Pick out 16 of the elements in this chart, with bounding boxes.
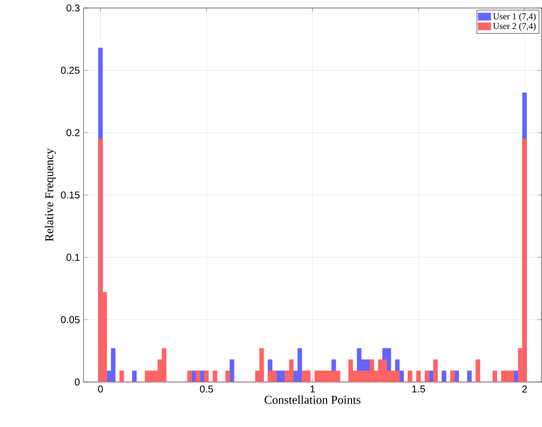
y-tick-label: 0.15 — [60, 191, 80, 199]
y-tick-label: 0 — [74, 378, 80, 386]
x-axis-title: Constellation Points — [264, 395, 360, 404]
legend-label: User 1 (7,4) — [493, 13, 536, 22]
legend-label: User 2 (7,4) — [493, 22, 536, 31]
y-tick-label: 0.2 — [66, 129, 80, 136]
x-tick-label: 2 — [522, 386, 527, 392]
y-tick-label: 0.1 — [66, 254, 80, 261]
y-tick-label: 0.05 — [60, 316, 80, 324]
y-tick-label: 0.3 — [66, 4, 80, 12]
y-axis-title: Relative Frequency — [44, 148, 56, 242]
x-tick-label: 0.5 — [200, 386, 213, 393]
x-tick-label: 1 — [310, 386, 315, 392]
x-tick-label: 1.5 — [412, 386, 426, 392]
y-tick-label: 0.25 — [60, 66, 80, 74]
x-tick-label: 0 — [98, 386, 103, 393]
